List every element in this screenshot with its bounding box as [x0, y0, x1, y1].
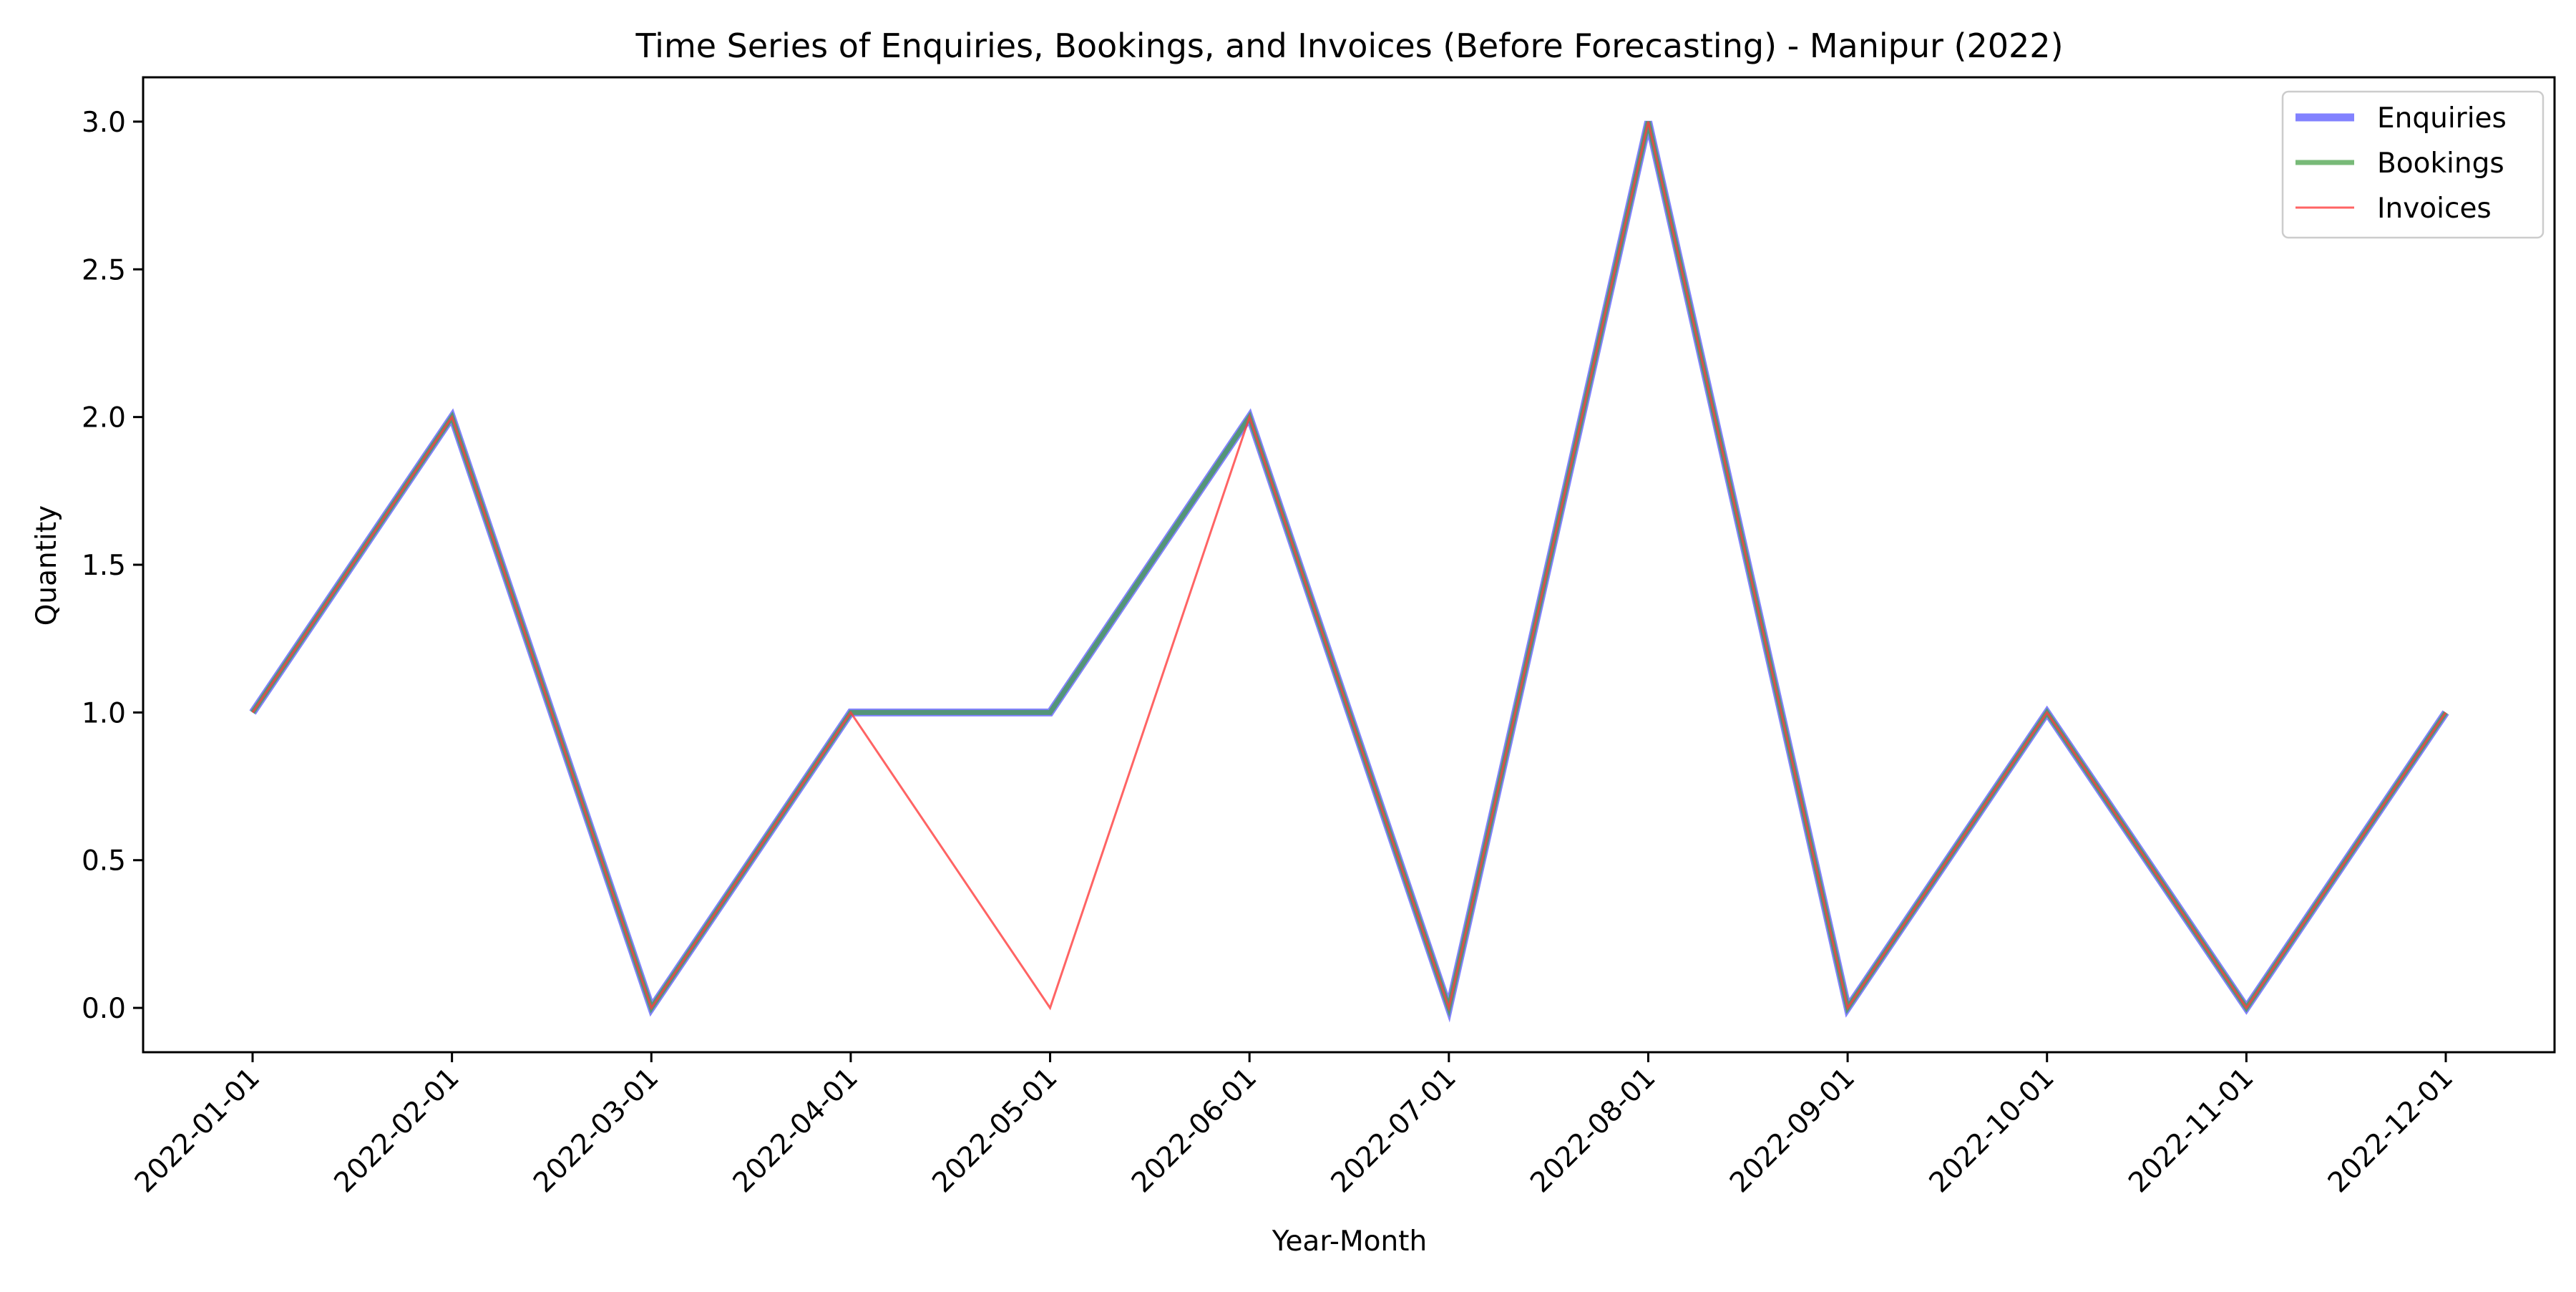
- y-tick-label: 0.5: [82, 845, 126, 878]
- y-tick-label: 0.0: [82, 993, 126, 1025]
- legend-label-invoices: Invoices: [2377, 193, 2492, 225]
- chart-title: Time Series of Enquiries, Bookings, and …: [635, 26, 2063, 65]
- legend-label-enquiries: Enquiries: [2377, 102, 2507, 135]
- legend-box: [2281, 90, 2545, 239]
- legend-label-bookings: Bookings: [2377, 147, 2504, 180]
- y-tick-label: 3.0: [82, 107, 126, 139]
- y-tick-label: 2.5: [82, 254, 126, 286]
- x-axis-label: Year-Month: [1272, 1225, 1427, 1258]
- y-axis-label: Quantity: [31, 505, 63, 626]
- y-tick-label: 2.0: [82, 402, 126, 434]
- series-line-invoices: [251, 121, 2447, 1012]
- y-tick-label: 1.0: [82, 697, 126, 729]
- legend: Enquiries Bookings Invoices: [2281, 90, 2545, 239]
- y-tick-label: 1.5: [82, 550, 126, 582]
